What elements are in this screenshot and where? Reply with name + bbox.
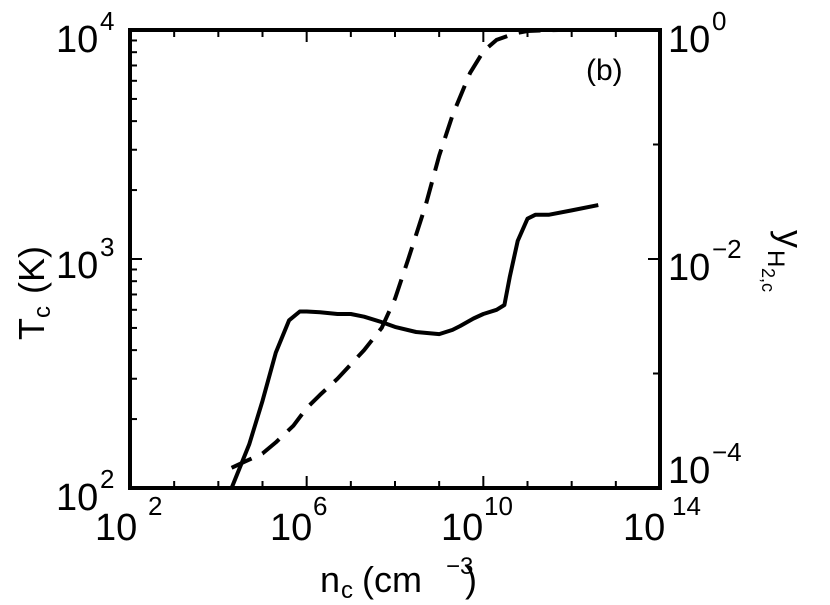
x-tick-label: 10 10 xyxy=(441,491,513,549)
svg-text:2: 2 xyxy=(148,491,162,521)
svg-text:(cm: (cm xyxy=(362,559,422,600)
svg-text:−3: −3 xyxy=(446,553,473,580)
svg-text:c: c xyxy=(341,577,353,604)
svg-text:10: 10 xyxy=(95,507,137,549)
svg-text:2,c: 2,c xyxy=(758,268,778,292)
svg-text:10: 10 xyxy=(484,491,513,521)
svg-text:−2: −2 xyxy=(712,234,742,264)
svg-text:10: 10 xyxy=(668,450,710,492)
svg-text:): ) xyxy=(465,559,477,600)
svg-text:c: c xyxy=(29,306,56,318)
y-left-tick-label: 10 2 xyxy=(56,464,114,519)
svg-text:H: H xyxy=(762,250,789,267)
y-left-tick-label: 10 3 xyxy=(56,232,114,287)
y-right-axis-label: y H 2,c xyxy=(758,230,811,292)
series-layer xyxy=(229,28,599,489)
svg-text:10: 10 xyxy=(56,19,98,61)
svg-text:(K): (K) xyxy=(11,246,52,294)
svg-text:10: 10 xyxy=(668,247,710,289)
svg-text:2: 2 xyxy=(100,464,114,494)
x-tick-label: 10 6 xyxy=(270,491,327,549)
y-left-tick-label: 10 4 xyxy=(56,6,114,61)
svg-text:6: 6 xyxy=(313,491,327,521)
y-right-tick-label: 10 −4 xyxy=(668,437,742,492)
tick-marks xyxy=(129,29,661,489)
svg-text:10: 10 xyxy=(668,19,710,61)
svg-text:14: 14 xyxy=(672,491,701,521)
x-tick-label: 10 14 xyxy=(623,491,701,549)
y-right-tick-label: 10 −2 xyxy=(668,234,742,289)
svg-text:10: 10 xyxy=(56,477,98,519)
svg-text:−4: −4 xyxy=(712,437,742,467)
svg-text:0: 0 xyxy=(712,6,726,36)
x-tick-label: 10 2 xyxy=(95,491,162,549)
series-line-solid xyxy=(229,203,599,489)
plot-frame xyxy=(128,28,662,490)
svg-text:10: 10 xyxy=(270,507,312,549)
svg-text:3: 3 xyxy=(100,232,114,262)
y-right-tick-label: 10 0 xyxy=(668,6,726,61)
svg-text:4: 4 xyxy=(100,6,114,36)
svg-text:n: n xyxy=(320,559,340,600)
svg-text:10: 10 xyxy=(56,245,98,287)
y-left-axis-label: T c (K) xyxy=(11,246,56,340)
svg-text:10: 10 xyxy=(623,507,665,549)
svg-text:T: T xyxy=(11,318,52,340)
series-line-dashed xyxy=(230,28,599,470)
svg-text:y: y xyxy=(770,230,811,248)
svg-text:10: 10 xyxy=(441,507,483,549)
panel-label: (b) xyxy=(586,54,623,87)
x-axis-label: n c (cm −3 ) xyxy=(320,553,477,604)
